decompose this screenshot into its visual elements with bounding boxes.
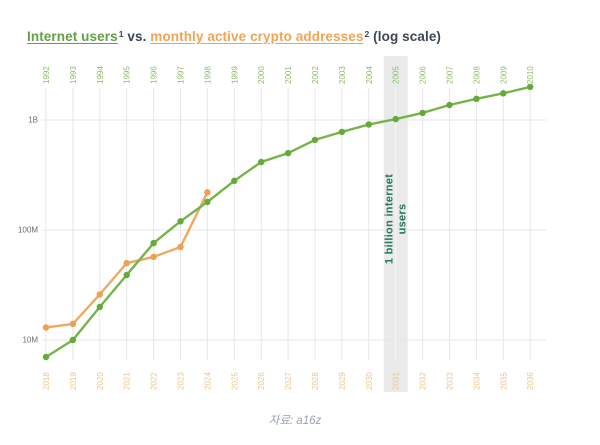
- top-axis-tick-label: 2006: [419, 66, 428, 84]
- title-log-scale-text: (log scale): [369, 29, 442, 44]
- bottom-axis-tick-label: 2018: [42, 372, 51, 390]
- bottom-axis-tick-label: 2027: [284, 372, 293, 390]
- data-point-monthly-active-crypto-addresses: [150, 253, 157, 261]
- bottom-axis-tick-label: 2024: [203, 372, 212, 390]
- footnote-2-marker: 2: [364, 29, 370, 39]
- data-point-internet-users: [96, 303, 104, 311]
- y-axis-tick-label: 1B: [28, 116, 38, 125]
- bottom-axis-tick-label: 2031: [392, 372, 401, 390]
- data-point-internet-users: [69, 336, 77, 344]
- data-point-monthly-active-crypto-addresses: [123, 259, 130, 267]
- bottom-axis-tick-label: 2021: [123, 372, 132, 390]
- data-point-internet-users: [231, 177, 238, 184]
- top-axis-tick-label: 2005: [392, 66, 401, 84]
- crypto-addresses-link[interactable]: monthly active crypto addresses2: [150, 29, 369, 44]
- y-axis-tick-label: 10M: [22, 336, 38, 345]
- crypto-addresses-label: monthly active crypto addresses: [150, 29, 364, 44]
- data-point-monthly-active-crypto-addresses: [177, 243, 184, 251]
- top-axis-tick-label: 2001: [284, 66, 293, 84]
- bottom-axis-tick-label: 2019: [69, 372, 78, 390]
- data-point-internet-users: [177, 218, 184, 225]
- title-vs-text: vs.: [123, 29, 151, 44]
- top-axis-tick-label: 1992: [42, 66, 51, 84]
- data-point-internet-users: [311, 136, 319, 144]
- data-point-internet-users: [392, 115, 399, 123]
- top-axis-tick-label: 1994: [96, 66, 105, 84]
- y-axis-tick-label: 100M: [18, 226, 38, 235]
- data-point-internet-users: [446, 101, 453, 109]
- data-point-internet-users: [500, 90, 507, 97]
- top-axis-tick-label: 1999: [230, 66, 239, 84]
- bottom-axis-tick-label: 2028: [311, 372, 320, 390]
- data-point-internet-users: [123, 271, 130, 279]
- bottom-axis-tick-label: 2033: [446, 372, 455, 390]
- top-axis-tick-label: 2008: [472, 66, 481, 84]
- bottom-axis-tick-label: 2032: [419, 372, 428, 390]
- bottom-axis-tick-label: 2036: [526, 372, 535, 390]
- internet-users-label: Internet users: [27, 29, 118, 44]
- top-axis-tick-label: 1996: [150, 66, 159, 84]
- bottom-axis-tick-label: 2022: [150, 372, 159, 390]
- bottom-axis-tick-label: 2025: [230, 372, 239, 390]
- data-point-internet-users: [258, 158, 265, 166]
- top-axis-tick-label: 2004: [365, 66, 374, 84]
- top-axis-tick-label: 2007: [446, 66, 455, 84]
- bottom-axis-tick-label: 2023: [177, 372, 186, 390]
- bottom-axis-tick-label: 2030: [365, 372, 374, 390]
- data-point-internet-users: [365, 121, 372, 128]
- bottom-axis-tick-label: 2026: [257, 372, 266, 390]
- bottom-axis-tick-label: 2020: [96, 372, 105, 390]
- data-point-internet-users: [473, 95, 480, 103]
- data-point-monthly-active-crypto-addresses: [42, 324, 50, 331]
- data-point-internet-users: [338, 128, 346, 136]
- data-point-monthly-active-crypto-addresses: [204, 189, 211, 196]
- top-axis-tick-label: 1995: [123, 66, 132, 84]
- data-point-internet-users: [284, 149, 292, 157]
- top-axis-tick-label: 2009: [499, 66, 508, 84]
- data-point-internet-users: [204, 198, 211, 206]
- top-axis-tick-label: 1997: [177, 66, 186, 84]
- band-annotation-text: 1 billion internetusers: [384, 174, 409, 264]
- footnote-1-marker: 1: [118, 29, 124, 39]
- data-point-internet-users: [527, 83, 534, 91]
- chart-title: Internet users1 vs. monthly active crypt…: [27, 29, 441, 44]
- bottom-axis-tick-label: 2029: [338, 372, 347, 390]
- top-axis-tick-label: 2003: [338, 66, 347, 84]
- internet-users-link[interactable]: Internet users1: [27, 29, 124, 44]
- data-point-monthly-active-crypto-addresses: [96, 291, 104, 298]
- source-caption: 자료: a16z: [268, 415, 322, 427]
- top-axis-tick-label: 2002: [311, 66, 320, 84]
- top-axis-tick-label: 1998: [203, 66, 212, 84]
- data-point-internet-users: [42, 353, 50, 361]
- data-point-internet-users: [150, 239, 157, 247]
- top-axis-tick-label: 2010: [526, 66, 535, 84]
- bottom-axis-tick-label: 2035: [499, 372, 508, 390]
- top-axis-tick-label: 1993: [69, 66, 78, 84]
- data-point-monthly-active-crypto-addresses: [69, 320, 77, 328]
- top-axis-tick-label: 2000: [257, 66, 266, 84]
- bottom-axis-tick-label: 2034: [472, 372, 481, 390]
- data-point-internet-users: [419, 109, 426, 117]
